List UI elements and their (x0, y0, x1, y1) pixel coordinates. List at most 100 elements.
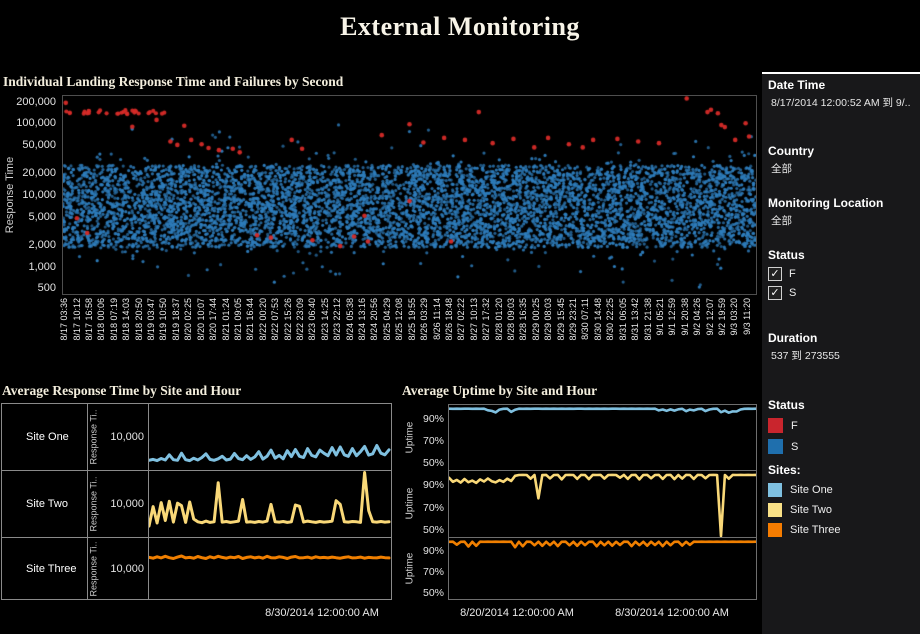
axis-title: Response Ti.. (89, 540, 99, 597)
filter-value[interactable]: 537 到 273555 (771, 350, 840, 362)
x-tick-label: 8/18 00:06 (96, 298, 107, 341)
filter-value[interactable]: 全部 (771, 163, 792, 175)
x-tick-label: 9/2 04:26 (692, 298, 703, 336)
legend-item-site-three[interactable]: Site Three (768, 523, 918, 537)
site-three-sparkline[interactable] (149, 538, 393, 597)
scatter-plot-area[interactable] (62, 95, 757, 295)
y-tick-label: 2,000 (28, 239, 56, 251)
y-tick-label: 500 (37, 282, 56, 295)
page-title: External Monitoring (340, 12, 580, 41)
response-x-axis-label: 8/30/2014 12:00:00 AM (265, 607, 379, 619)
site-two-row: Site Two Response Ti.. 10,000 (2, 471, 391, 538)
y-tick-label: 10,000 (22, 189, 56, 201)
x-tick-label: 8/26 18:48 (443, 298, 454, 341)
legend-item-f[interactable]: F (768, 418, 918, 433)
x-tick-label: 8/27 02:22 (456, 298, 467, 341)
site-two-axis: Response Ti.. 10,000 (88, 471, 148, 537)
checkbox-s[interactable]: ✓ (768, 286, 782, 300)
x-tick-label: 8/21 01:24 (220, 298, 231, 341)
x-tick-label: 8/31 06:05 (617, 298, 628, 341)
checkbox-f[interactable]: ✓ (768, 267, 782, 281)
site-two-uptime-line[interactable] (449, 471, 756, 537)
date-time-filter[interactable]: Date Time 8/17/2014 12:00:52 AM 到 9/.. (768, 78, 918, 110)
status-filter: Status ✓ F ✓ S (768, 248, 918, 300)
x-tick-label: 8/29 23:21 (568, 298, 579, 341)
x-tick-label: 8/26 03:29 (419, 298, 430, 341)
legend-item-site-one[interactable]: Site One (768, 483, 918, 497)
site-two-sparkline[interactable] (149, 471, 393, 536)
filter-value[interactable]: 全部 (771, 215, 792, 227)
x-tick-label: 8/22 15:26 (282, 298, 293, 341)
legend-item-s[interactable]: S (768, 439, 918, 454)
uptime-tick-label: 70% (422, 565, 444, 578)
uptime-y-axis-title: Uptime (404, 421, 416, 453)
filter-sidebar: Date Time 8/17/2014 12:00:52 AM 到 9/.. C… (762, 72, 920, 634)
x-tick-label: 8/27 10:13 (468, 298, 479, 341)
x-tick-label: 8/26 11:14 (431, 298, 442, 340)
x-tick-label: 8/22 00:20 (257, 298, 268, 341)
country-filter[interactable]: Country 全部 (768, 144, 918, 176)
x-tick-label: 9/2 19:59 (716, 298, 727, 336)
x-tick-label: 8/29 15:45 (555, 298, 566, 341)
axis-tick: 10,000 (110, 562, 144, 575)
uptime-tick-label: 90% (422, 412, 444, 425)
checkbox-s-label: S (789, 287, 797, 299)
y-tick-label: 50,000 (22, 139, 56, 151)
x-tick-label: 8/17 03:36 (59, 298, 70, 341)
status-option-s[interactable]: ✓ S (768, 286, 918, 300)
f-color-swatch (768, 418, 783, 433)
x-tick-label: 8/31 13:42 (630, 298, 641, 341)
uptime-tick-label: 50% (422, 457, 444, 470)
axis-tick: 10,000 (110, 431, 144, 443)
x-tick-label: 8/30 22:25 (605, 298, 616, 341)
x-tick-label: 8/28 09:03 (505, 298, 516, 341)
column-divider (87, 404, 88, 599)
status-option-f[interactable]: ✓ F (768, 267, 918, 281)
x-tick-label: 8/22 23:09 (295, 298, 305, 341)
site-one-uptime-line[interactable] (449, 405, 756, 470)
uptime-tick-label: 70% (422, 434, 444, 447)
x-tick-label: 8/18 07:19 (108, 298, 119, 341)
site-one-axis: Response Ti.. 10,000 (88, 404, 148, 470)
s-color-swatch (768, 439, 783, 454)
x-tick-label: 8/24 05:38 (344, 298, 355, 341)
x-tick-label: 8/18 20:50 (133, 298, 144, 341)
uptime-chart-title: Average Uptime by Site and Hour (402, 383, 598, 398)
site-one-color-swatch (768, 483, 782, 497)
site-three-row: Site Three Response Ti.. 10,000 (2, 538, 391, 599)
site-one-sparkline[interactable] (149, 404, 393, 469)
x-tick-label: 8/19 10:50 (158, 298, 169, 341)
x-tick-label: 8/27 17:32 (481, 298, 492, 341)
x-tick-label: 8/23 22:12 (332, 298, 343, 341)
response-chart-title: Average Response Time by Site and Hour (2, 383, 242, 398)
status-legend: Status F S (768, 398, 918, 454)
uptime-plot-area[interactable] (448, 404, 757, 600)
x-tick-label: 8/23 06:40 (307, 298, 318, 341)
uptime-y-axis-title: Uptime (404, 552, 416, 585)
legend-item-site-two[interactable]: Site Two (768, 503, 918, 517)
uptime-y-axis-title: Uptime (404, 487, 416, 520)
filter-label: Status (768, 248, 805, 262)
x-tick-label: 8/29 00:25 (530, 298, 541, 341)
x-tick-label: 8/24 20:56 (369, 298, 380, 341)
scatter-chart-title: Individual Landing Response Time and Fai… (3, 74, 344, 89)
y-tick-label: 20,000 (22, 167, 56, 180)
x-tick-label: 8/28 16:35 (518, 298, 529, 341)
filter-value[interactable]: 8/17/2014 12:00:52 AM 到 9/.. (771, 97, 911, 109)
x-tick-label: 9/3 03:20 (729, 298, 740, 336)
duration-filter[interactable]: Duration 537 到 273555 (768, 331, 918, 363)
x-tick-label: 8/20 10:07 (195, 298, 206, 341)
x-tick-label: 8/25 19:55 (406, 298, 417, 341)
site-three-uptime-line[interactable] (449, 538, 756, 599)
monitoring-location-filter[interactable]: Monitoring Location 全部 (768, 196, 918, 228)
x-tick-label: 9/1 20:38 (679, 298, 690, 336)
x-tick-label: 9/2 12:07 (704, 298, 715, 336)
y-tick-label: 5,000 (28, 210, 56, 223)
legend-title: Status (768, 398, 805, 412)
x-tick-label: 8/29 08:03 (543, 298, 554, 341)
x-tick-label: 8/23 14:25 (319, 298, 330, 341)
site-three-axis: Response Ti.. 10,000 (88, 538, 148, 599)
panel-divider (449, 537, 756, 538)
uptime-tick-label: 70% (422, 501, 444, 514)
scatter-canvas[interactable] (63, 96, 756, 294)
